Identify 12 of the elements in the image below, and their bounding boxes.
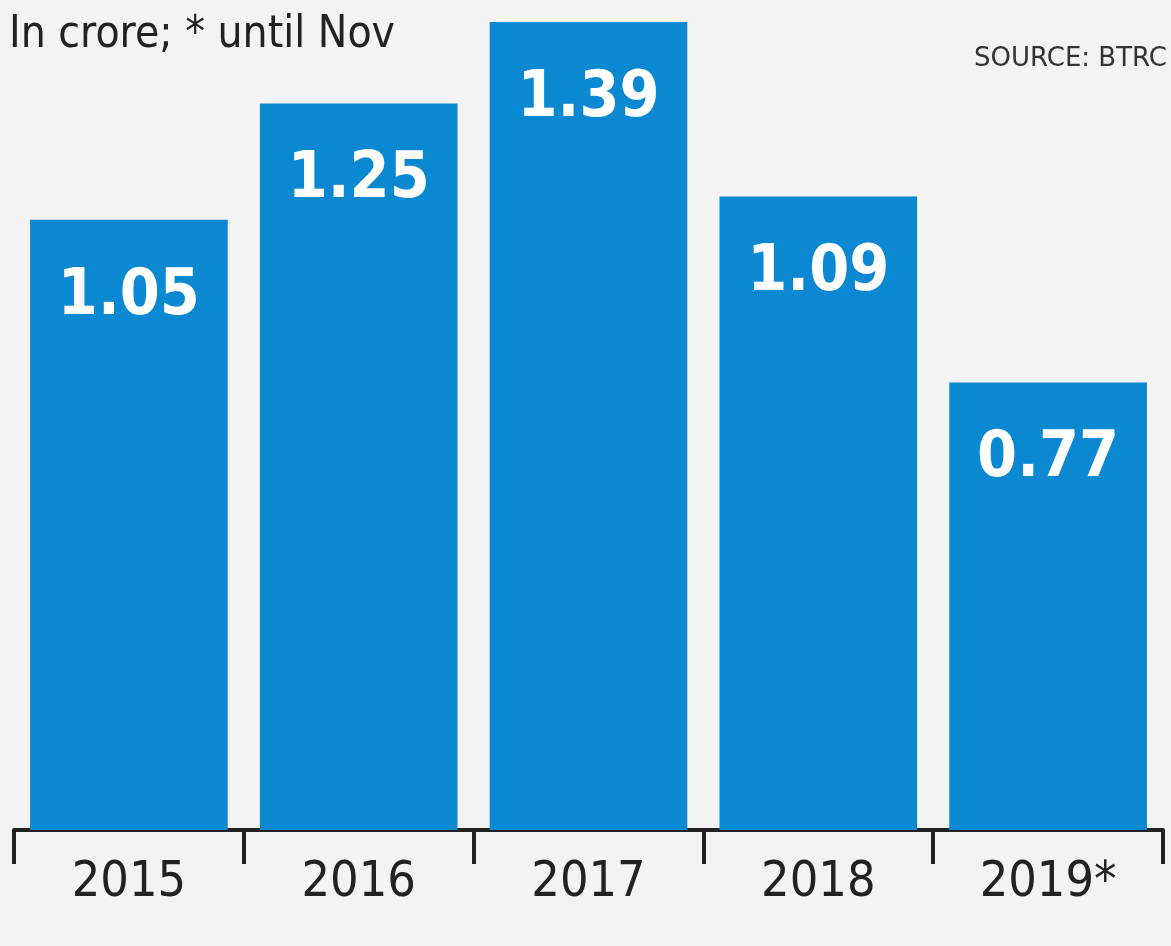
annotation: SOURCE: BTRC <box>973 42 1168 72</box>
data-label: 0.77 <box>977 417 1120 492</box>
data-label: 1.25 <box>287 138 430 213</box>
data-label: 1.05 <box>57 254 200 329</box>
data-label: 1.39 <box>517 57 660 131</box>
x-tick-label: 2015 <box>71 850 187 908</box>
data-label: 1.09 <box>747 231 890 306</box>
x-tick-label: 2016 <box>301 850 416 908</box>
x-tick-label: 2017 <box>531 850 646 908</box>
chart-title: In crore; * until Nov <box>9 5 396 57</box>
x-tick-label: 2018 <box>761 850 876 908</box>
x-tick-label: 2019* <box>979 850 1117 908</box>
